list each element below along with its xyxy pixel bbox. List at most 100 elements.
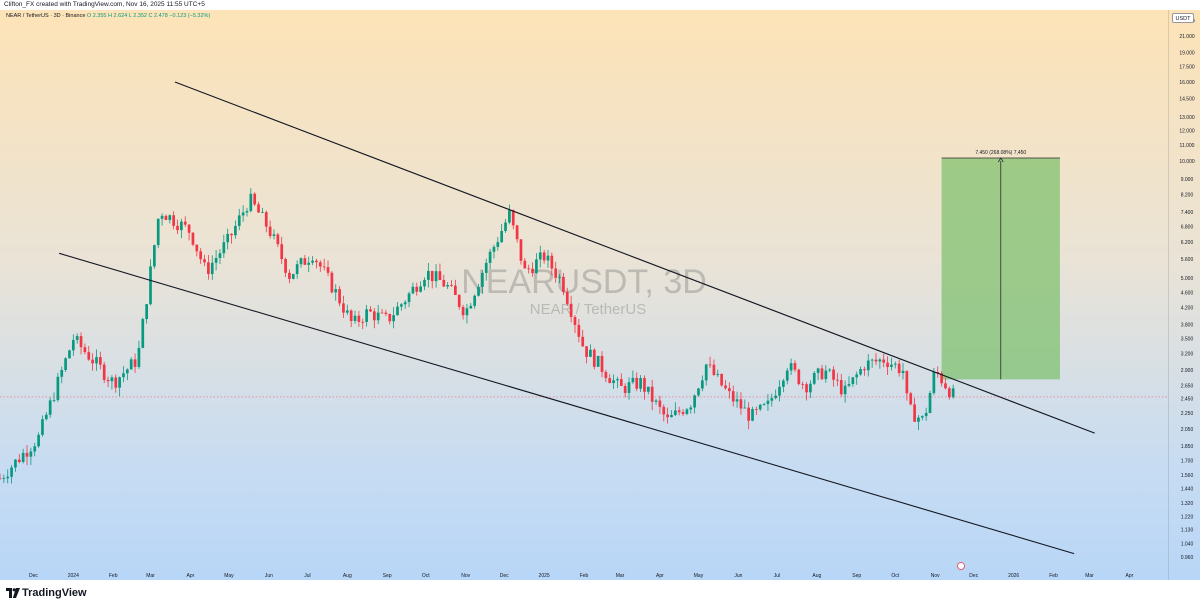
candle-body (87, 352, 91, 360)
price-tick-label: 14.500 (1179, 96, 1195, 102)
candle-body (83, 347, 87, 353)
candle-body (743, 407, 747, 409)
time-tick-label: 2025 (539, 573, 550, 579)
candle-body (801, 383, 805, 385)
candle-body (114, 377, 118, 388)
candle-body (870, 359, 874, 361)
price-scale[interactable] (1168, 10, 1200, 580)
candle-body (446, 285, 449, 287)
candle-body (338, 289, 341, 304)
tradingview-brand[interactable]: TradingView (22, 587, 87, 599)
candle-body (897, 363, 901, 374)
candle-body (125, 369, 129, 374)
candle-body (234, 225, 237, 236)
candle-body (673, 410, 677, 416)
price-tick-label: 3.800 (1181, 323, 1194, 329)
price-tick-label: 2.450 (1181, 397, 1194, 403)
candle-body (180, 221, 183, 231)
candle-body (735, 399, 739, 402)
candle-body (712, 364, 716, 375)
candle-body (141, 319, 145, 348)
candle-body (866, 360, 870, 371)
candle-body (183, 221, 187, 225)
time-tick-label: Apr (656, 573, 664, 579)
candle-body (523, 260, 527, 269)
legend-symbol[interactable]: NEAR / TetherUS · 3D · Binance (6, 13, 86, 19)
candle-body (245, 211, 249, 213)
candle-body (592, 349, 596, 367)
tradingview-logo-icon[interactable] (6, 588, 20, 598)
time-tick-label: Sep (383, 573, 392, 579)
candle-body (573, 317, 577, 325)
candle-body (407, 293, 411, 303)
candle-body (600, 355, 604, 372)
price-tick-label: 4.600 (1181, 290, 1194, 296)
candle-body (812, 372, 816, 384)
candle-body (419, 286, 422, 292)
candle-body (527, 268, 531, 270)
candle-body (295, 264, 299, 275)
time-tick-label: Apr (1126, 573, 1134, 579)
legend-close: C 2.478 (148, 13, 168, 19)
candle-body (280, 244, 284, 260)
candle-body (604, 371, 608, 379)
candle-body (508, 210, 511, 223)
candle-body (60, 370, 64, 377)
currency-badge[interactable]: USDT (1172, 13, 1194, 23)
candle-body (172, 215, 176, 226)
candle-body (496, 242, 500, 247)
candle-body (361, 321, 365, 323)
candle-body (546, 255, 550, 261)
candle-body (689, 407, 693, 410)
candle-body (461, 306, 465, 316)
upper-trendline (174, 81, 1095, 434)
candle-body (450, 285, 453, 286)
candle-body (176, 225, 179, 231)
attribution-text: Clifton_FX created with TradingView.com,… (4, 1, 205, 8)
candle-body (859, 369, 862, 375)
candle-body (643, 378, 646, 392)
time-tick-label: Dec (500, 573, 509, 579)
candle-body (41, 419, 44, 435)
candle-body (816, 368, 820, 373)
candle-body (762, 403, 766, 405)
candle-body (646, 386, 650, 392)
candle-body (770, 398, 774, 401)
candle-body (98, 357, 102, 365)
price-tick-label: 5.600 (1181, 257, 1194, 263)
price-scale-ticks: 23.00021.00019.00017.50016.00014.50013.0… (1179, 18, 1195, 560)
candle-body (253, 193, 257, 205)
candle-body (6, 476, 10, 479)
footer-bar: TradingView (0, 580, 1200, 607)
candle-body (731, 391, 735, 402)
candle-body (863, 369, 866, 371)
candle-body (75, 336, 79, 340)
candle-body (473, 295, 477, 306)
candle-body (33, 446, 37, 452)
candle-body (924, 412, 928, 417)
price-tick-label: 2.050 (1181, 427, 1194, 433)
candle-body (56, 376, 60, 401)
time-tick-label: Mar (616, 573, 625, 579)
time-tick-label: Oct (422, 573, 430, 579)
candle-body (920, 416, 924, 418)
candle-body (226, 233, 230, 243)
candle-body (469, 305, 473, 309)
candle-body (10, 467, 13, 477)
price-tick-label: 3.200 (1181, 352, 1194, 358)
candle-body (789, 363, 793, 371)
price-tick-label: 17.500 (1179, 65, 1195, 71)
candle-body (145, 304, 148, 320)
symbol-legend: NEAR / TetherUS · 3D · Binance O 2.355 H… (6, 12, 210, 20)
price-tick-label: 1.220 (1181, 514, 1194, 520)
price-tick-label: 1.560 (1181, 473, 1194, 479)
price-tick-label: 1.700 (1181, 458, 1194, 464)
candle-body (218, 253, 222, 259)
candle-body (944, 383, 947, 389)
candle-body (261, 212, 264, 213)
candle-body (708, 364, 712, 366)
price-tick-label: 0.960 (1181, 555, 1194, 561)
price-tick-label: 9.000 (1181, 177, 1194, 183)
candle-body (153, 245, 156, 267)
candle-body (928, 393, 932, 413)
